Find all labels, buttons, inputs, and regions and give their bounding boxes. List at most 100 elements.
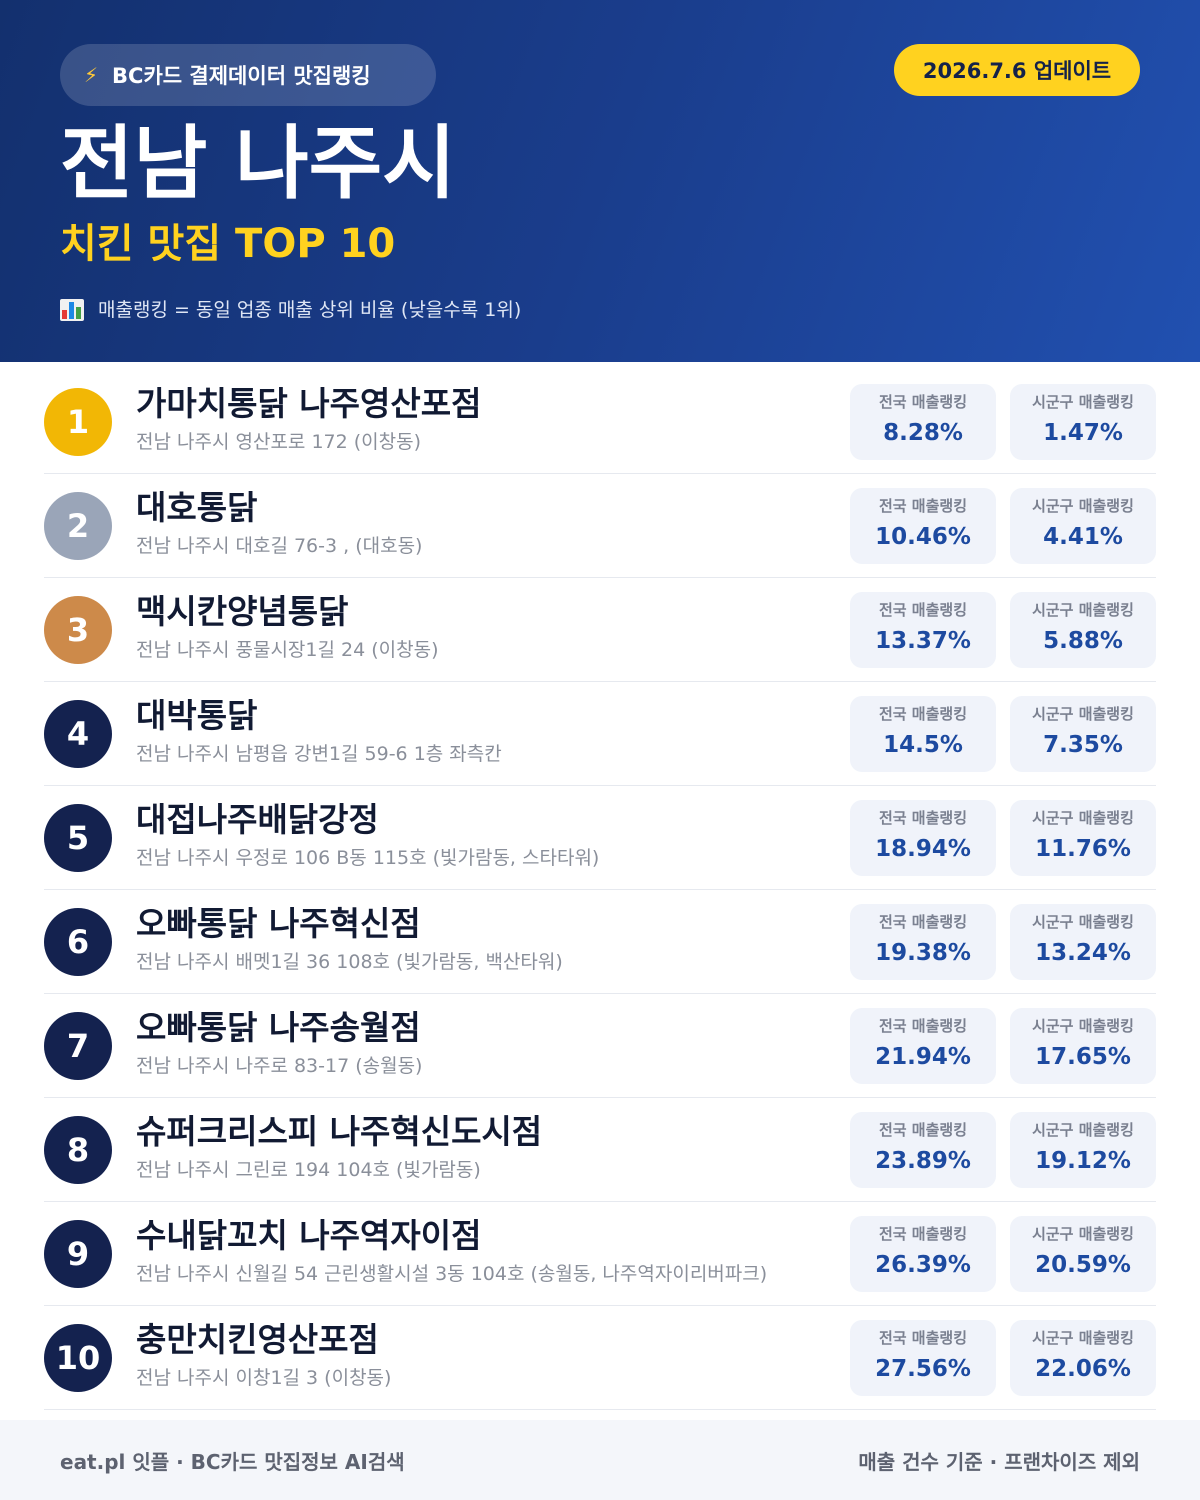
restaurant-address: 전남 나주시 영산포로 172 (이창동): [136, 431, 422, 453]
local-ranking-value: 13.24%: [1035, 940, 1131, 966]
restaurant-address: 전남 나주시 그린로 194 104호 (빛가람동): [136, 1159, 481, 1181]
national-ranking-value: 27.56%: [875, 1356, 971, 1382]
restaurant-address: 전남 나주시 이창1길 3 (이창동): [136, 1367, 392, 1389]
national-ranking-label: 전국 매출랭킹: [878, 393, 968, 411]
local-ranking-value: 19.12%: [1035, 1148, 1131, 1174]
national-ranking-box: 전국 매출랭킹 13.37%: [850, 592, 996, 668]
national-ranking-label: 전국 매출랭킹: [878, 809, 968, 827]
rank-badge: 4: [44, 700, 112, 768]
national-ranking-label: 전국 매출랭킹: [878, 1121, 968, 1139]
national-ranking-box: 전국 매출랭킹 26.39%: [850, 1216, 996, 1292]
local-ranking-label: 시군구 매출랭킹: [1032, 705, 1134, 723]
local-ranking-value: 17.65%: [1035, 1044, 1131, 1070]
header-banner: ⚡ BC카드 결제데이터 맛집랭킹 2026.7.6 업데이트 전남 나주시 치…: [0, 0, 1200, 362]
national-ranking-label: 전국 매출랭킹: [878, 1329, 968, 1347]
local-ranking-box: 시군구 매출랭킹 11.76%: [1010, 800, 1156, 876]
national-ranking-value: 19.38%: [875, 940, 971, 966]
bar-chart-icon: [60, 299, 84, 321]
list-item[interactable]: 5 대접나주배닭강정 전남 나주시 우정로 106 B동 115호 (빛가람동, 스…: [44, 786, 1156, 890]
list-item[interactable]: 6 오빠통닭 나주혁신점 전남 나주시 배멧1길 36 108호 (빛가람동, 백산…: [44, 890, 1156, 994]
local-ranking-label: 시군구 매출랭킹: [1032, 497, 1134, 515]
rank-badge: 3: [44, 596, 112, 664]
local-ranking-box: 시군구 매출랭킹 1.47%: [1010, 384, 1156, 460]
local-ranking-label: 시군구 매출랭킹: [1032, 601, 1134, 619]
list-item[interactable]: 7 오빠통닭 나주송월점 전남 나주시 나주로 83-17 (송월동) 전국 매출랭킹…: [44, 994, 1156, 1098]
national-ranking-label: 전국 매출랭킹: [878, 705, 968, 723]
rank-badge: 8: [44, 1116, 112, 1184]
local-ranking-box: 시군구 매출랭킹 17.65%: [1010, 1008, 1156, 1084]
rank-badge: 9: [44, 1220, 112, 1288]
restaurant-address: 전남 나주시 남평읍 강변1길 59-6 1층 좌측칸: [136, 743, 502, 765]
local-ranking-label: 시군구 매출랭킹: [1032, 809, 1134, 827]
rank-badge: 2: [44, 492, 112, 560]
restaurant-name: 오빠통닭 나주혁신점: [136, 904, 421, 943]
national-ranking-box: 전국 매출랭킹 14.5%: [850, 696, 996, 772]
restaurant-address: 전남 나주시 대호길 76-3 , (대호동): [136, 535, 423, 557]
local-ranking-label: 시군구 매출랭킹: [1032, 393, 1134, 411]
national-ranking-box: 전국 매출랭킹 10.46%: [850, 488, 996, 564]
national-ranking-box: 전국 매출랭킹 18.94%: [850, 800, 996, 876]
local-ranking-label: 시군구 매출랭킹: [1032, 1017, 1134, 1035]
rank-badge: 6: [44, 908, 112, 976]
local-ranking-box: 시군구 매출랭킹 4.41%: [1010, 488, 1156, 564]
update-date-badge: 2026.7.6 업데이트: [894, 44, 1140, 96]
local-ranking-value: 11.76%: [1035, 836, 1131, 862]
local-ranking-box: 시군구 매출랭킹 22.06%: [1010, 1320, 1156, 1396]
restaurant-name: 대호통닭: [136, 488, 258, 527]
local-ranking-box: 시군구 매출랭킹 20.59%: [1010, 1216, 1156, 1292]
page-title: 전남 나주시: [60, 117, 456, 210]
national-ranking-label: 전국 매출랭킹: [878, 913, 968, 931]
local-ranking-value: 1.47%: [1043, 420, 1123, 446]
local-ranking-label: 시군구 매출랭킹: [1032, 913, 1134, 931]
restaurant-name: 가마치통닭 나주영산포점: [136, 384, 482, 423]
source-badge: ⚡ BC카드 결제데이터 맛집랭킹: [60, 44, 436, 106]
rank-badge: 5: [44, 804, 112, 872]
local-ranking-box: 시군구 매출랭킹 13.24%: [1010, 904, 1156, 980]
national-ranking-value: 8.28%: [883, 420, 963, 446]
footer-criteria: 매출 건수 기준 · 프랜차이즈 제외: [858, 1449, 1140, 1474]
national-ranking-value: 26.39%: [875, 1252, 971, 1278]
restaurant-address: 전남 나주시 신월길 54 근린생활시설 3동 104호 (송월동, 나주역자이…: [136, 1263, 768, 1285]
rank-badge: 1: [44, 388, 112, 456]
restaurant-address: 전남 나주시 나주로 83-17 (송월동): [136, 1055, 423, 1077]
local-ranking-label: 시군구 매출랭킹: [1032, 1329, 1134, 1347]
lightning-icon: ⚡: [84, 63, 99, 87]
local-ranking-value: 5.88%: [1043, 628, 1123, 654]
national-ranking-label: 전국 매출랭킹: [878, 601, 968, 619]
national-ranking-box: 전국 매출랭킹 8.28%: [850, 384, 996, 460]
national-ranking-value: 21.94%: [875, 1044, 971, 1070]
page-subtitle: 치킨 맛집 TOP 10: [60, 221, 396, 267]
restaurant-name: 슈퍼크리스피 나주혁신도시점: [136, 1112, 543, 1151]
local-ranking-box: 시군구 매출랭킹 19.12%: [1010, 1112, 1156, 1188]
local-ranking-value: 4.41%: [1043, 524, 1123, 550]
local-ranking-label: 시군구 매출랭킹: [1032, 1121, 1134, 1139]
national-ranking-box: 전국 매출랭킹 23.89%: [850, 1112, 996, 1188]
national-ranking-box: 전국 매출랭킹 19.38%: [850, 904, 996, 980]
list-item[interactable]: 9 수내닭꼬치 나주역자이점 전남 나주시 신월길 54 근린생활시설 3동 104…: [44, 1202, 1156, 1306]
national-ranking-label: 전국 매출랭킹: [878, 497, 968, 515]
national-ranking-value: 14.5%: [883, 732, 963, 758]
local-ranking-value: 22.06%: [1035, 1356, 1131, 1382]
restaurant-address: 전남 나주시 풍물시장1길 24 (이창동): [136, 639, 439, 661]
footer: eat.pl 잇플 · BC카드 맛집정보 AI검색 매출 건수 기준 · 프랜…: [0, 1420, 1200, 1500]
national-ranking-value: 18.94%: [875, 836, 971, 862]
local-ranking-box: 시군구 매출랭킹 5.88%: [1010, 592, 1156, 668]
list-item[interactable]: 3 맥시칸양념통닭 전남 나주시 풍물시장1길 24 (이창동) 전국 매출랭킹 13.…: [44, 578, 1156, 682]
local-ranking-value: 7.35%: [1043, 732, 1123, 758]
national-ranking-label: 전국 매출랭킹: [878, 1225, 968, 1243]
local-ranking-box: 시군구 매출랭킹 7.35%: [1010, 696, 1156, 772]
rank-badge: 10: [44, 1324, 112, 1392]
restaurant-name: 대박통닭: [136, 696, 258, 735]
restaurant-name: 오빠통닭 나주송월점: [136, 1008, 421, 1047]
footer-brand: eat.pl 잇플 · BC카드 맛집정보 AI검색: [60, 1449, 405, 1474]
local-ranking-label: 시군구 매출랭킹: [1032, 1225, 1134, 1243]
source-badge-label: BC카드 결제데이터 맛집랭킹: [112, 64, 371, 88]
national-ranking-box: 전국 매출랭킹 21.94%: [850, 1008, 996, 1084]
restaurant-name: 충만치킨영산포점: [136, 1320, 379, 1359]
